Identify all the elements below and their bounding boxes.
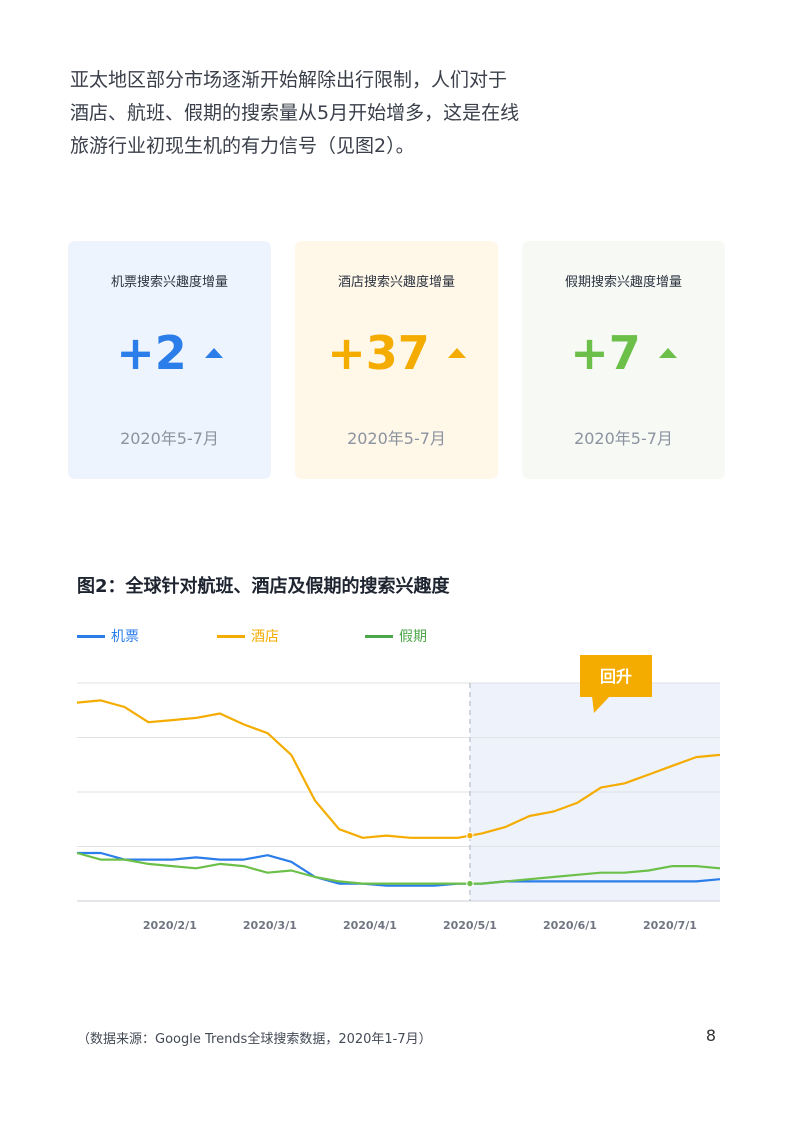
- x-tick-label: 2020/7/1: [643, 919, 697, 932]
- legend-swatch-flights: [77, 634, 105, 638]
- hotels-card-number: +37: [327, 325, 430, 380]
- flights-card-period: 2020年5-7月: [120, 429, 219, 448]
- divider-point-假期: [466, 879, 474, 888]
- flights-card-value: +2: [68, 321, 271, 381]
- divider-point-酒店: [466, 831, 474, 840]
- page-number: 8: [705, 1026, 716, 1045]
- flights-card-number: +2: [116, 325, 187, 380]
- legend-hotels: 酒店: [217, 626, 279, 646]
- callout-bubble: [580, 655, 652, 697]
- intro-line-3: 旅游行业初现生机的有力信号（见图2）。: [70, 135, 415, 157]
- legend-flights: 机票: [77, 626, 139, 646]
- x-tick-label: 2020/3/1: [243, 919, 297, 932]
- vacations-card-period: 2020年5-7月: [574, 429, 673, 448]
- up-arrow-icon: [204, 347, 223, 358]
- callout-pointer: [592, 696, 610, 713]
- trend-line-chart: 2020/2/1 2020/3/1 2020/4/1 2020/5/1 2020/6/1…: [76, 655, 721, 932]
- intro-line-2: 酒店、航班、假期的搜索量从5月开始增多，这是在线: [70, 102, 520, 124]
- legend-swatch-hotels: [217, 634, 245, 638]
- chart-title: 图2：全球针对航班、酒店及假期的搜索兴趣度: [77, 576, 450, 597]
- x-tick-label: 2020/6/1: [543, 919, 597, 932]
- flights-card-title: 机票搜索兴趣度增量: [110, 275, 228, 290]
- series-line-机票: [77, 851, 721, 887]
- legend-label-hotels: 酒店: [251, 629, 279, 645]
- legend-label-flights: 机票: [111, 629, 139, 645]
- x-tick-label: 2020/2/1: [143, 919, 197, 932]
- x-tick-label: 2020/4/1: [343, 919, 397, 932]
- intro-paragraph: 亚太地区部分市场逐渐开始解除出行限制，人们对于 酒店、航班、假期的搜索量从5月开…: [70, 64, 570, 163]
- intro-line-1: 亚太地区部分市场逐渐开始解除出行限制，人们对于: [70, 69, 508, 91]
- series-line-酒店: [76, 699, 721, 839]
- up-arrow-icon: [447, 347, 466, 358]
- up-arrow-icon: [658, 347, 677, 358]
- legend-vacations: 假期: [365, 626, 427, 646]
- legend-label-vacations: 假期: [399, 629, 427, 645]
- hotels-card: 酒店搜索兴趣度增量 +37 2020年5-7月: [295, 241, 498, 479]
- legend-swatch-vacations: [365, 634, 393, 638]
- hotels-card-period: 2020年5-7月: [347, 429, 446, 448]
- vacations-card: 假期搜索兴趣度增量 +7 2020年5-7月: [522, 241, 725, 479]
- vacations-card-value: +7: [522, 321, 725, 381]
- hotels-card-title: 酒店搜索兴趣度增量: [337, 275, 455, 290]
- callout-label: 回升: [600, 667, 632, 686]
- vacations-card-title: 假期搜索兴趣度增量: [564, 275, 682, 290]
- x-tick-label: 2020/5/1: [443, 919, 497, 932]
- flights-card: 机票搜索兴趣度增量 +2 2020年5-7月: [68, 241, 271, 479]
- data-source-note: （数据来源：Google Trends全球搜索数据，2020年1-7月）: [77, 1032, 432, 1047]
- hotels-card-value: +37: [295, 321, 498, 381]
- series-line-假期: [76, 851, 721, 885]
- vacations-card-number: +7: [570, 325, 641, 380]
